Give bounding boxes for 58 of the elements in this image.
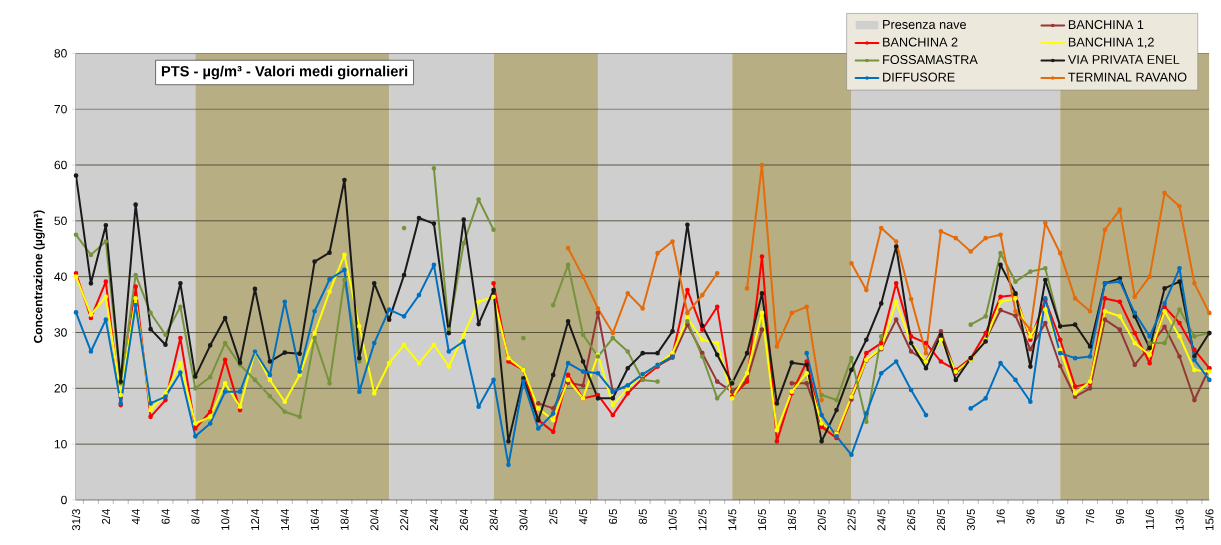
- x-tick-label: 13/6: [1175, 509, 1184, 530]
- text: PTS - µg/m³ - Valori medi giornalieri: [161, 65, 408, 80]
- y-tick-label: 40: [54, 272, 67, 281]
- legend-label: TERMINAL RAVANO: [1068, 72, 1187, 82]
- legend-label: BANCHINA 1: [1068, 20, 1144, 30]
- x-tick-label: 24/4: [429, 509, 439, 531]
- x-tick-label: 22/4: [399, 509, 409, 531]
- x-tick-label: 20/5: [817, 509, 826, 531]
- x-tick-label: 8/5: [638, 509, 647, 524]
- x-tick-label: 20/4: [370, 509, 379, 531]
- x-tick-label: 6/4: [161, 509, 170, 524]
- x-tick-label: 14/4: [280, 509, 289, 530]
- x-tick-label: 31/3: [71, 509, 81, 531]
- y-tick-label: 50: [54, 216, 67, 226]
- x-tick-label: 6/5: [608, 509, 617, 524]
- x-tick-label: 16/4: [310, 509, 319, 530]
- x-tick-label: 8/4: [191, 509, 200, 524]
- x-tick-label: 1/6: [996, 509, 1005, 524]
- y-tick-label: 10: [54, 439, 67, 449]
- x-tick-label: 15/6: [1205, 509, 1214, 530]
- x-tick-label: 10/4: [220, 509, 230, 530]
- x-tick-label: 9/6: [1115, 509, 1124, 524]
- x-tick-label: 26/5: [906, 509, 916, 531]
- y-tick-label: 20: [54, 384, 67, 393]
- y-tick-label: 80: [54, 49, 67, 58]
- x-tick-label: 3/6: [1026, 509, 1035, 525]
- y-tick-label: 60: [54, 160, 67, 170]
- legend-label: Presenza nave: [883, 20, 966, 29]
- x-tick-label: 30/4: [519, 509, 528, 531]
- x-tick-label: 14/5: [727, 509, 737, 530]
- x-tick-label: 28/5: [936, 509, 946, 531]
- x-tick-label: 2/5: [549, 509, 558, 524]
- x-tick-label: 30/5: [966, 509, 975, 531]
- y-axis-title: Concentrazione (µg/m³): [33, 210, 45, 343]
- x-tick-label: 28/4: [489, 509, 498, 531]
- y-tick-label: 30: [54, 328, 67, 337]
- x-tick-label: 2/4: [101, 509, 110, 524]
- x-tick-label: 24/5: [877, 509, 886, 531]
- legend-label: FOSSAMASTRA: [883, 55, 978, 65]
- x-tick-label: 10/5: [668, 509, 677, 530]
- legend-label: BANCHINA 1,2: [1068, 37, 1154, 49]
- x-tick-label: 12/4: [250, 509, 260, 530]
- x-tick-label: 16/5: [757, 509, 767, 530]
- x-tick-label: 7/6: [1085, 509, 1095, 524]
- x-tick-label: 12/5: [698, 509, 707, 530]
- x-tick-label: 4/5: [578, 509, 588, 525]
- y-tick-label: 0: [61, 495, 67, 505]
- x-tick-label: 5/6: [1056, 509, 1065, 524]
- legend-label: VIA PRIVATA ENEL: [1067, 55, 1180, 64]
- x-tick-label: 18/5: [787, 509, 796, 530]
- x-tick-label: 26/4: [459, 509, 468, 531]
- y-tick-label: 70: [54, 104, 67, 114]
- x-tick-label: 4/4: [131, 509, 140, 525]
- legend-label: BANCHINA 2: [883, 37, 958, 47]
- x-tick-label: 11/6: [1145, 509, 1154, 530]
- legend-label: DIFFUSORE: [883, 72, 955, 82]
- x-tick-label: 22/5: [847, 509, 856, 531]
- x-tick-label: 18/4: [340, 509, 349, 530]
